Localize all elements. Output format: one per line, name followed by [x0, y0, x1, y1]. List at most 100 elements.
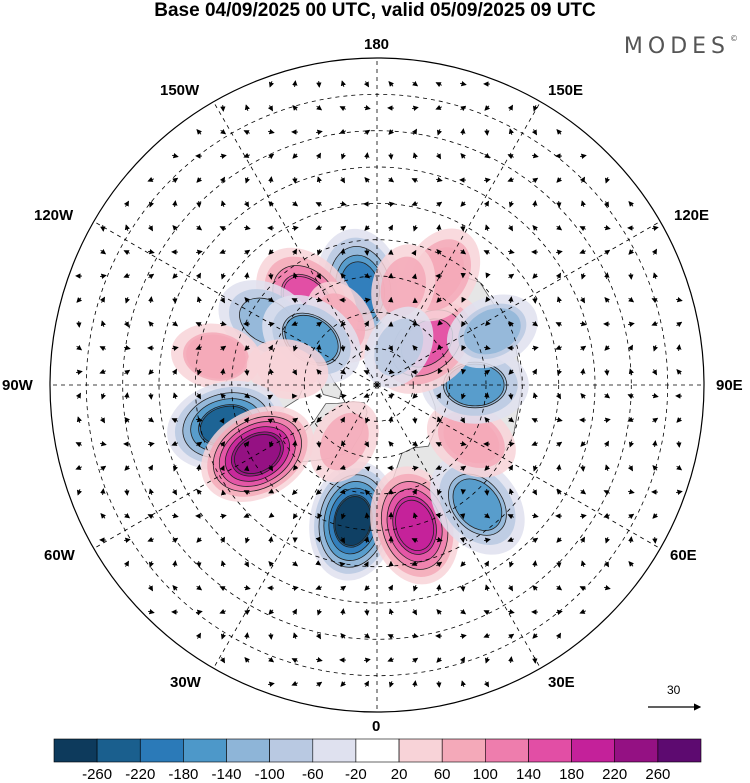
map-title: Base 04/09/2025 00 UTC, valid 05/09/2025…: [154, 0, 596, 21]
wind-vector: [124, 537, 131, 543]
wind-vector: [268, 512, 275, 518]
wind-vector: [76, 369, 83, 375]
wind-vector: [100, 273, 107, 279]
wind-vector: [124, 512, 131, 519]
wind-vector: [437, 368, 443, 375]
colorbar-label: 20: [390, 766, 408, 783]
wind-vector: [459, 537, 466, 543]
wind-vector: [436, 416, 443, 424]
colorbar-swatch: [226, 738, 270, 763]
latitude-circle: [340, 348, 414, 422]
wind-vector: [268, 488, 275, 494]
wind-vector: [580, 200, 587, 208]
lon-label-90w: 90W: [2, 377, 33, 394]
wind-vector: [76, 297, 83, 303]
wind-vector: [76, 344, 83, 351]
wind-vector: [555, 322, 562, 328]
wind-vector: [603, 585, 611, 591]
wind-vector: [291, 680, 298, 686]
wind-vector: [483, 681, 489, 688]
wind-vector: [676, 417, 683, 423]
wind-vector: [292, 632, 299, 640]
graticule: [50, 58, 704, 712]
wind-vector: [652, 440, 658, 448]
wind-vector: [147, 536, 154, 542]
colorbar: [53, 738, 702, 763]
wind-vector: [507, 536, 514, 542]
wind-vector: [219, 321, 227, 327]
colorbar-swatch: [96, 738, 141, 763]
wind-vector: [315, 633, 321, 640]
wind-vector: [195, 272, 201, 279]
wind-vector: [172, 537, 179, 544]
wind-vector: [411, 488, 417, 495]
wind-vector: [603, 225, 611, 231]
wind-vector: [243, 130, 250, 136]
wind-vector: [652, 465, 658, 471]
wind-vector: [317, 512, 323, 519]
wind-vector: [148, 488, 155, 496]
wind-vector: [387, 634, 394, 640]
wind-vector: [460, 465, 467, 472]
wind-vector: [556, 296, 563, 304]
wind-vector: [628, 249, 635, 255]
latitude-circle: [267, 275, 487, 495]
wind-vector: [411, 200, 418, 206]
wind-vector: [652, 345, 659, 352]
wind-vector: [507, 609, 515, 615]
wind-vector: [99, 346, 106, 352]
wind-vector: [604, 272, 610, 280]
wind-vector: [147, 585, 153, 592]
wind-vector: [435, 153, 441, 160]
wind-vector: [579, 248, 586, 254]
wind-vector: [220, 633, 227, 640]
wind-vector: [340, 225, 347, 232]
wind-vector: [315, 584, 322, 590]
wind-vector: [196, 177, 203, 183]
wind-vector: [244, 657, 250, 663]
wind-vector: [364, 489, 371, 496]
wind-vector: [532, 320, 539, 327]
wind-vector: [244, 272, 250, 280]
wind-vector: [484, 177, 491, 183]
wind-vector: [172, 392, 179, 400]
wind-vector: [316, 609, 323, 616]
wind-vector: [556, 249, 563, 255]
wind-vector: [676, 464, 683, 471]
wind-vector: [484, 465, 491, 471]
wind-vector: [485, 296, 491, 303]
wind-vector: [147, 176, 154, 182]
wind-vector: [316, 176, 323, 184]
brand-mark: ©: [730, 34, 738, 43]
meridian-line: [376, 101, 541, 386]
wind-vector: [412, 680, 418, 688]
wind-vector: [148, 392, 154, 400]
wind-vector: [171, 513, 179, 519]
wind-vector: [147, 249, 155, 255]
wind-vector: [411, 273, 417, 280]
colorbar-swatch: [53, 738, 98, 763]
wind-vector: [268, 368, 275, 376]
wind-vector: [508, 128, 515, 136]
wind-vector: [196, 200, 202, 208]
wind-vector: [579, 226, 586, 232]
wind-vector: [388, 296, 394, 303]
wind-vector: [412, 465, 419, 471]
wind-vector: [219, 441, 226, 448]
wind-vector: [243, 417, 250, 424]
wind-vector: [219, 226, 226, 232]
wind-vector: [219, 586, 226, 592]
wind-vector: [124, 417, 130, 423]
wind-vector: [196, 560, 202, 568]
wind-vector: [340, 80, 347, 88]
wind-vector: [315, 489, 322, 495]
wind-vector: [148, 441, 155, 447]
wind-vector: [484, 105, 491, 111]
wind-vector: [460, 393, 467, 400]
wind-vector: [124, 297, 131, 304]
lon-label-60w: 60W: [44, 547, 75, 564]
wind-vector: [123, 200, 129, 207]
wind-vector: [580, 488, 587, 495]
wind-vector: [628, 201, 634, 207]
wind-vector: [76, 416, 83, 424]
